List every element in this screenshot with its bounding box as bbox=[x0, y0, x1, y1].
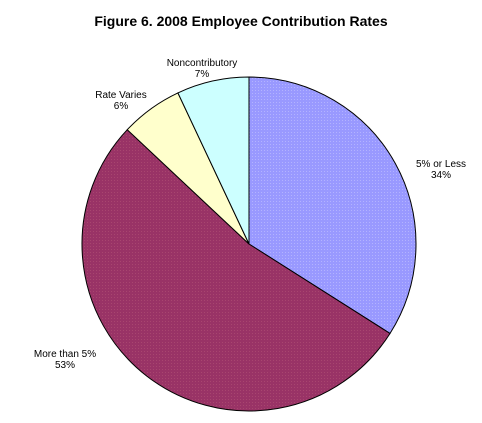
slice-label-name: 5% or Less bbox=[416, 159, 466, 170]
pie-slice-more-than-5 bbox=[81, 128, 391, 412]
slice-label-name: Noncontributory bbox=[167, 58, 238, 69]
slice-label-name: More than 5% bbox=[34, 349, 96, 360]
slice-label: More than 5% 53% bbox=[34, 349, 96, 371]
slice-label-value: 7% bbox=[195, 69, 210, 80]
slice-label-value: 34% bbox=[431, 170, 451, 181]
slice-label-value: 6% bbox=[114, 101, 129, 112]
chart-title: Figure 6. 2008 Employee Contribution Rat… bbox=[94, 13, 388, 29]
pie-slice-5-or-less bbox=[248, 76, 417, 335]
slice-label: 5% or Less 34% bbox=[416, 159, 466, 181]
slice-label-value: 53% bbox=[55, 360, 75, 371]
slice-label-name: Rate Varies bbox=[95, 90, 147, 101]
slice-label: Noncontributory 7% bbox=[167, 58, 238, 80]
slice-label: Rate Varies 6% bbox=[95, 90, 147, 112]
pie-slice-noncontributory bbox=[177, 76, 250, 245]
